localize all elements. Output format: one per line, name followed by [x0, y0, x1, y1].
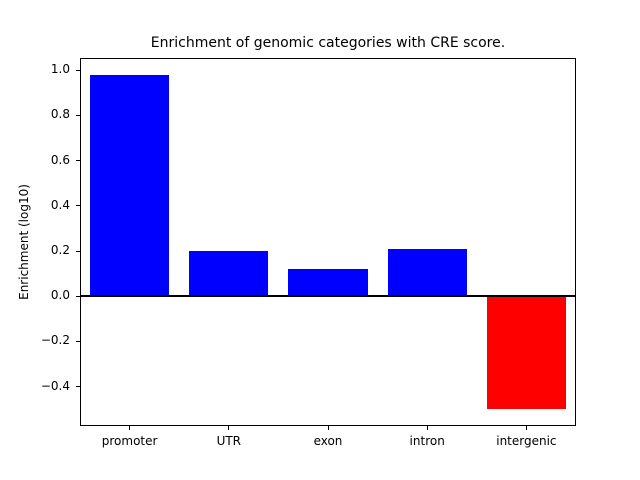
y-tick-mark — [76, 386, 80, 388]
x-tick-mark — [228, 426, 230, 430]
bar-promoter — [89, 74, 170, 297]
y-tick-mark — [76, 205, 80, 207]
bar-UTR — [189, 251, 269, 297]
y-tick-label: 0.8 — [50, 107, 70, 122]
y-tick-mark — [76, 160, 80, 162]
y-tick-mark — [76, 340, 80, 342]
y-tick-label: 0.4 — [50, 197, 70, 212]
y-tick-label: 0.0 — [50, 288, 70, 303]
x-tick-mark — [525, 426, 527, 430]
x-tick-label-promoter: promoter — [101, 434, 158, 448]
bar-intergenic — [486, 296, 567, 410]
x-tick-label-UTR: UTR — [216, 434, 242, 448]
x-tick-mark — [426, 426, 428, 430]
chart-title: Enrichment of genomic categories with CR… — [150, 35, 506, 51]
y-tick-mark — [76, 114, 80, 116]
y-tick-label: 0.2 — [50, 243, 70, 258]
y-tick-mark — [76, 250, 80, 252]
x-tick-mark — [327, 426, 329, 430]
x-tick-label-exon: exon — [313, 434, 343, 448]
zero-baseline — [80, 295, 576, 298]
bar-intron — [387, 248, 467, 297]
y-tick-mark — [76, 295, 80, 297]
x-tick-label-intron: intron — [409, 434, 445, 448]
y-tick-label: 1.0 — [50, 62, 70, 77]
bar-exon — [288, 269, 368, 297]
y-tick-label: 0.6 — [50, 152, 70, 167]
y-tick-mark — [76, 69, 80, 71]
y-tick-label: −0.4 — [40, 378, 70, 393]
y-tick-label: −0.2 — [40, 333, 70, 348]
x-tick-label-intergenic: intergenic — [496, 434, 557, 448]
x-tick-mark — [129, 426, 131, 430]
